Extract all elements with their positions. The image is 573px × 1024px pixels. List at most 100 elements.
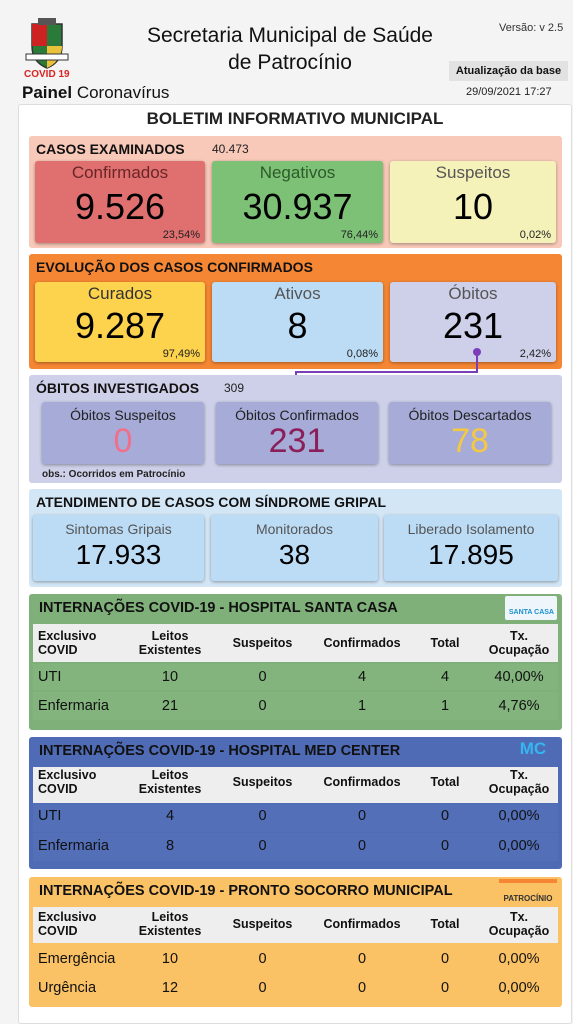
col-beds: Leitos: [151, 910, 189, 924]
cured-pct: 97,49%: [162, 348, 200, 360]
table-cell: 0,00%: [498, 980, 540, 996]
table-cell: 0: [258, 951, 267, 967]
table-cell: 0: [357, 951, 367, 967]
table-cell: Emergência: [38, 951, 116, 967]
col-total: Total: [430, 636, 460, 650]
deaths-suspect-card[interactable]: Óbitos Suspeitos 0: [42, 402, 204, 464]
deaths-suspect-label: Óbitos Suspeitos: [70, 407, 176, 423]
suspect-value: 10: [452, 186, 494, 227]
deaths-confirmed-label: Óbitos Confirmados: [235, 407, 359, 423]
page-title: Secretaria Municipal de Saúde de Patrocín…: [146, 24, 433, 74]
table-cell: 0: [258, 698, 267, 714]
released-card[interactable]: Liberado Isolamento 17.895: [384, 515, 558, 581]
col-existing: Existentes: [138, 924, 202, 938]
table-cell: 0: [357, 838, 367, 854]
santa-casa-row-enfermaria: [33, 692, 558, 720]
active-label: Ativos: [274, 284, 321, 303]
negative-value: 30.937: [242, 186, 353, 227]
cured-value: 9.287: [74, 305, 166, 346]
active-pct: 0,08%: [346, 348, 378, 360]
table-cell: Enfermaria: [38, 698, 109, 714]
deaths-pct: 2,42%: [519, 348, 551, 360]
col-rate: Tx.: [509, 629, 529, 643]
released-label: Liberado Isolamento: [407, 521, 535, 537]
santa-casa-header-row: [33, 624, 558, 662]
table-cell: 21: [161, 698, 179, 714]
bulletin-title: BOLETIM INFORMATIVO MUNICIPAL: [146, 109, 444, 128]
col-suspects: Suspeitos: [232, 917, 293, 931]
santa-casa-title: INTERNAÇÕES COVID-19 - HOSPITAL SANTA CA…: [39, 600, 398, 616]
deaths-investigated-total: 309: [224, 381, 245, 395]
released-value: 17.895: [428, 539, 514, 570]
flu-symptoms-label: Sintomas Gripais: [65, 521, 172, 537]
deaths-card[interactable]: Óbitos 231 2,42%: [390, 282, 556, 362]
monitored-label: Monitorados: [255, 521, 334, 537]
deaths-investigated-section: ÓBITOS INVESTIGADOS 309 Óbitos Suspeitos…: [29, 375, 562, 483]
coat-of-arms-logo: [25, 18, 69, 69]
table-cell: 1: [357, 698, 367, 714]
deaths-value: 231: [442, 305, 504, 346]
col-suspects: Suspeitos: [232, 636, 293, 650]
col-existing: Existentes: [138, 782, 202, 796]
flu-symptoms-value: 17.933: [75, 539, 162, 570]
table-cell: 1: [440, 698, 450, 714]
deaths-discarded-card[interactable]: Óbitos Descartados 78: [389, 402, 551, 464]
table-cell: UTI: [38, 808, 62, 824]
negative-label: Negativos: [259, 163, 336, 182]
flu-section: ATENDIMENTO DE CASOS COM SÍNDROME GRIPAL…: [29, 489, 562, 587]
table-cell: 4: [357, 669, 367, 685]
col-total: Total: [430, 917, 460, 931]
panel-title: Painel Coronavírus: [22, 83, 170, 102]
covid-label: COVID 19: [24, 69, 70, 80]
deaths-confirmed-card[interactable]: Óbitos Confirmados 231: [216, 402, 378, 464]
examined-total: 40.473: [212, 142, 249, 156]
table-cell: 12: [161, 980, 179, 996]
col-covid: COVID: [38, 924, 78, 938]
monitored-value: 38: [278, 539, 311, 570]
confirmed-card[interactable]: Confirmados 9.526 23,54%: [35, 161, 205, 243]
active-card[interactable]: Ativos 8 0,08%: [212, 282, 383, 362]
deaths-discarded-label: Óbitos Descartados: [408, 407, 532, 423]
flu-symptoms-card[interactable]: Sintomas Gripais 17.933: [33, 515, 204, 581]
pronto-socorro-row-emergencia: [33, 945, 558, 973]
evolution-section: EVOLUÇÃO DOS CASOS CONFIRMADOS Curados 9…: [29, 254, 562, 369]
santa-casa-row-uti: [33, 664, 558, 690]
suspect-card[interactable]: Suspeitos 10 0,02%: [390, 161, 556, 243]
col-confirmed: Confirmados: [323, 775, 401, 789]
examined-title: CASOS EXAMINADOS: [36, 141, 185, 157]
table-cell: 0: [258, 808, 267, 824]
examined-section: CASOS EXAMINADOS 40.473 Confirmados 9.52…: [29, 136, 562, 248]
santa-casa-section: INTERNAÇÕES COVID-19 - HOSPITAL SANTA CA…: [29, 594, 562, 730]
table-cell: 10: [161, 951, 179, 967]
flu-title: ATENDIMENTO DE CASOS COM SÍNDROME GRIPAL: [36, 494, 387, 510]
med-center-header-row: [33, 767, 558, 803]
table-cell: 0: [258, 838, 267, 854]
deaths-investigated-title: ÓBITOS INVESTIGADOS: [36, 380, 200, 396]
confirmed-value: 9.526: [74, 186, 166, 227]
col-exclusive: Exclusivo: [38, 629, 97, 643]
update-base-button[interactable]: Atualização da base: [449, 61, 568, 81]
col-covid: COVID: [38, 643, 78, 657]
table-cell: 0: [440, 951, 450, 967]
deaths-confirmed-value: 231: [268, 422, 326, 460]
table-cell: 4,76%: [498, 698, 540, 714]
cured-card[interactable]: Curados 9.287 97,49%: [35, 282, 205, 362]
table-cell: 0,00%: [498, 838, 540, 854]
deaths-suspect-value: 0: [113, 422, 133, 460]
table-cell: Enfermaria: [38, 838, 109, 854]
col-confirmed: Confirmados: [323, 636, 401, 650]
table-cell: 0: [357, 980, 367, 996]
table-cell: 10: [161, 669, 179, 685]
version-label: Versão: v 2.5: [499, 22, 564, 34]
col-occupancy: Ocupação: [488, 782, 550, 796]
negative-card[interactable]: Negativos 30.937 76,44%: [212, 161, 383, 243]
col-suspects: Suspeitos: [232, 775, 293, 789]
med-center-section: INTERNAÇÕES COVID-19 - HOSPITAL MED CENT…: [29, 737, 562, 869]
pronto-socorro-section: INTERNAÇÕES COVID-19 - PRONTO SOCORRO MU…: [29, 877, 562, 1007]
monitored-card[interactable]: Monitorados 38: [211, 515, 378, 581]
col-occupancy: Ocupação: [488, 643, 550, 657]
santa-casa-logo: SANTA CASA: [505, 596, 557, 620]
table-cell: UTI: [38, 669, 62, 685]
confirmed-label: Confirmados: [71, 163, 169, 182]
update-timestamp: 29/09/2021 17:27: [466, 86, 552, 98]
